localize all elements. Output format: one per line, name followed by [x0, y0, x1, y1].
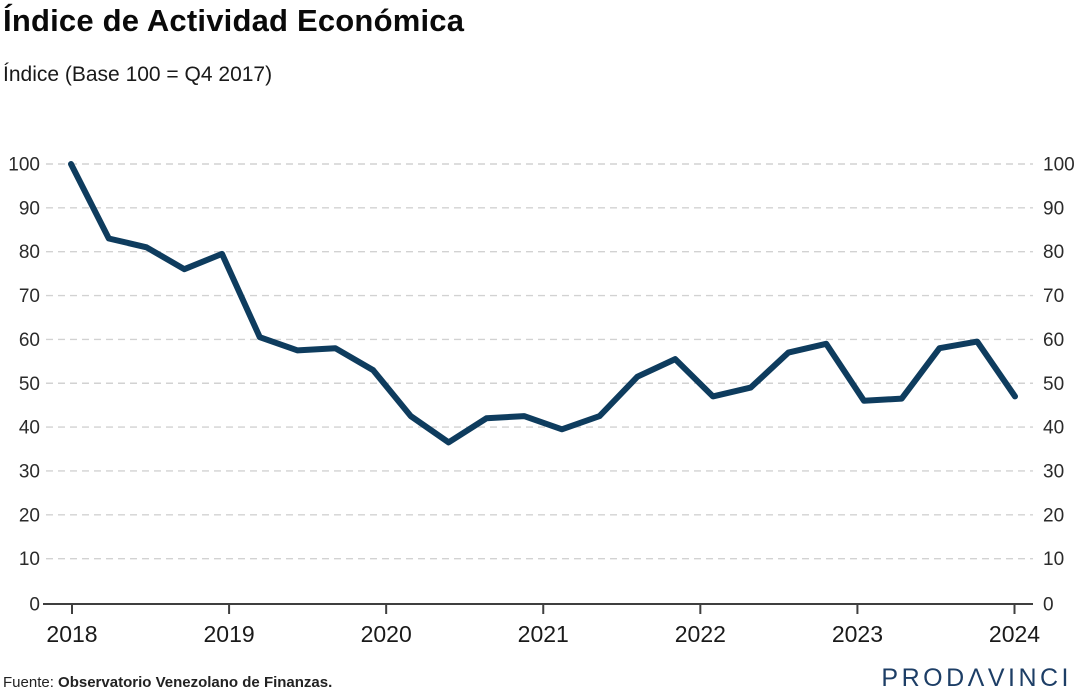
- y-tick-label-right: 0: [1043, 595, 1054, 616]
- x-tick-label: 2019: [203, 621, 254, 647]
- y-tick-label-left: 80: [19, 242, 40, 263]
- y-tick-label-right: 70: [1043, 286, 1064, 307]
- source-name: Observatorio Venezolano de Finanzas.: [58, 674, 333, 691]
- y-tick-label-left: 50: [19, 374, 40, 395]
- y-tick-label-right: 40: [1043, 418, 1064, 439]
- x-tick-label: 2023: [832, 621, 883, 647]
- chart-subtitle: Índice (Base 100 = Q4 2017): [3, 63, 273, 86]
- source-label: Fuente:: [3, 674, 54, 691]
- y-tick-label-right: 50: [1043, 374, 1064, 395]
- y-tick-label-left: 40: [19, 418, 40, 439]
- y-tick-label-left: 30: [19, 461, 40, 482]
- prodavinci-logo: PRODΛVINCI: [881, 664, 1072, 692]
- y-tick-label-left: 70: [19, 286, 40, 307]
- y-tick-label-left: 0: [29, 595, 40, 616]
- y-tick-label-right: 60: [1043, 330, 1064, 351]
- x-tick-label: 2022: [675, 621, 726, 647]
- x-tick-label: 2018: [46, 621, 97, 647]
- x-tick-label: 2020: [361, 621, 412, 647]
- index-series-line: [68, 161, 1018, 446]
- source-note: Fuente: Observatorio Venezolano de Finan…: [3, 674, 332, 691]
- x-tick-label: 2024: [989, 621, 1040, 647]
- y-tick-label-left: 90: [19, 198, 40, 219]
- y-tick-label-right: 80: [1043, 242, 1064, 263]
- y-tick-label-right: 20: [1043, 505, 1064, 526]
- y-tick-label-right: 30: [1043, 461, 1064, 482]
- y-tick-label-left: 10: [19, 549, 40, 570]
- y-tick-label-left: 20: [19, 505, 40, 526]
- y-tick-label-right: 10: [1043, 549, 1064, 570]
- y-tick-label-left: 60: [19, 330, 40, 351]
- chart-title: Índice de Actividad Económica: [3, 3, 465, 38]
- x-tick-label: 2021: [518, 621, 569, 647]
- y-tick-label-right: 90: [1043, 198, 1064, 219]
- y-tick-label-left: 100: [8, 155, 40, 176]
- y-tick-label-right: 100: [1043, 155, 1075, 176]
